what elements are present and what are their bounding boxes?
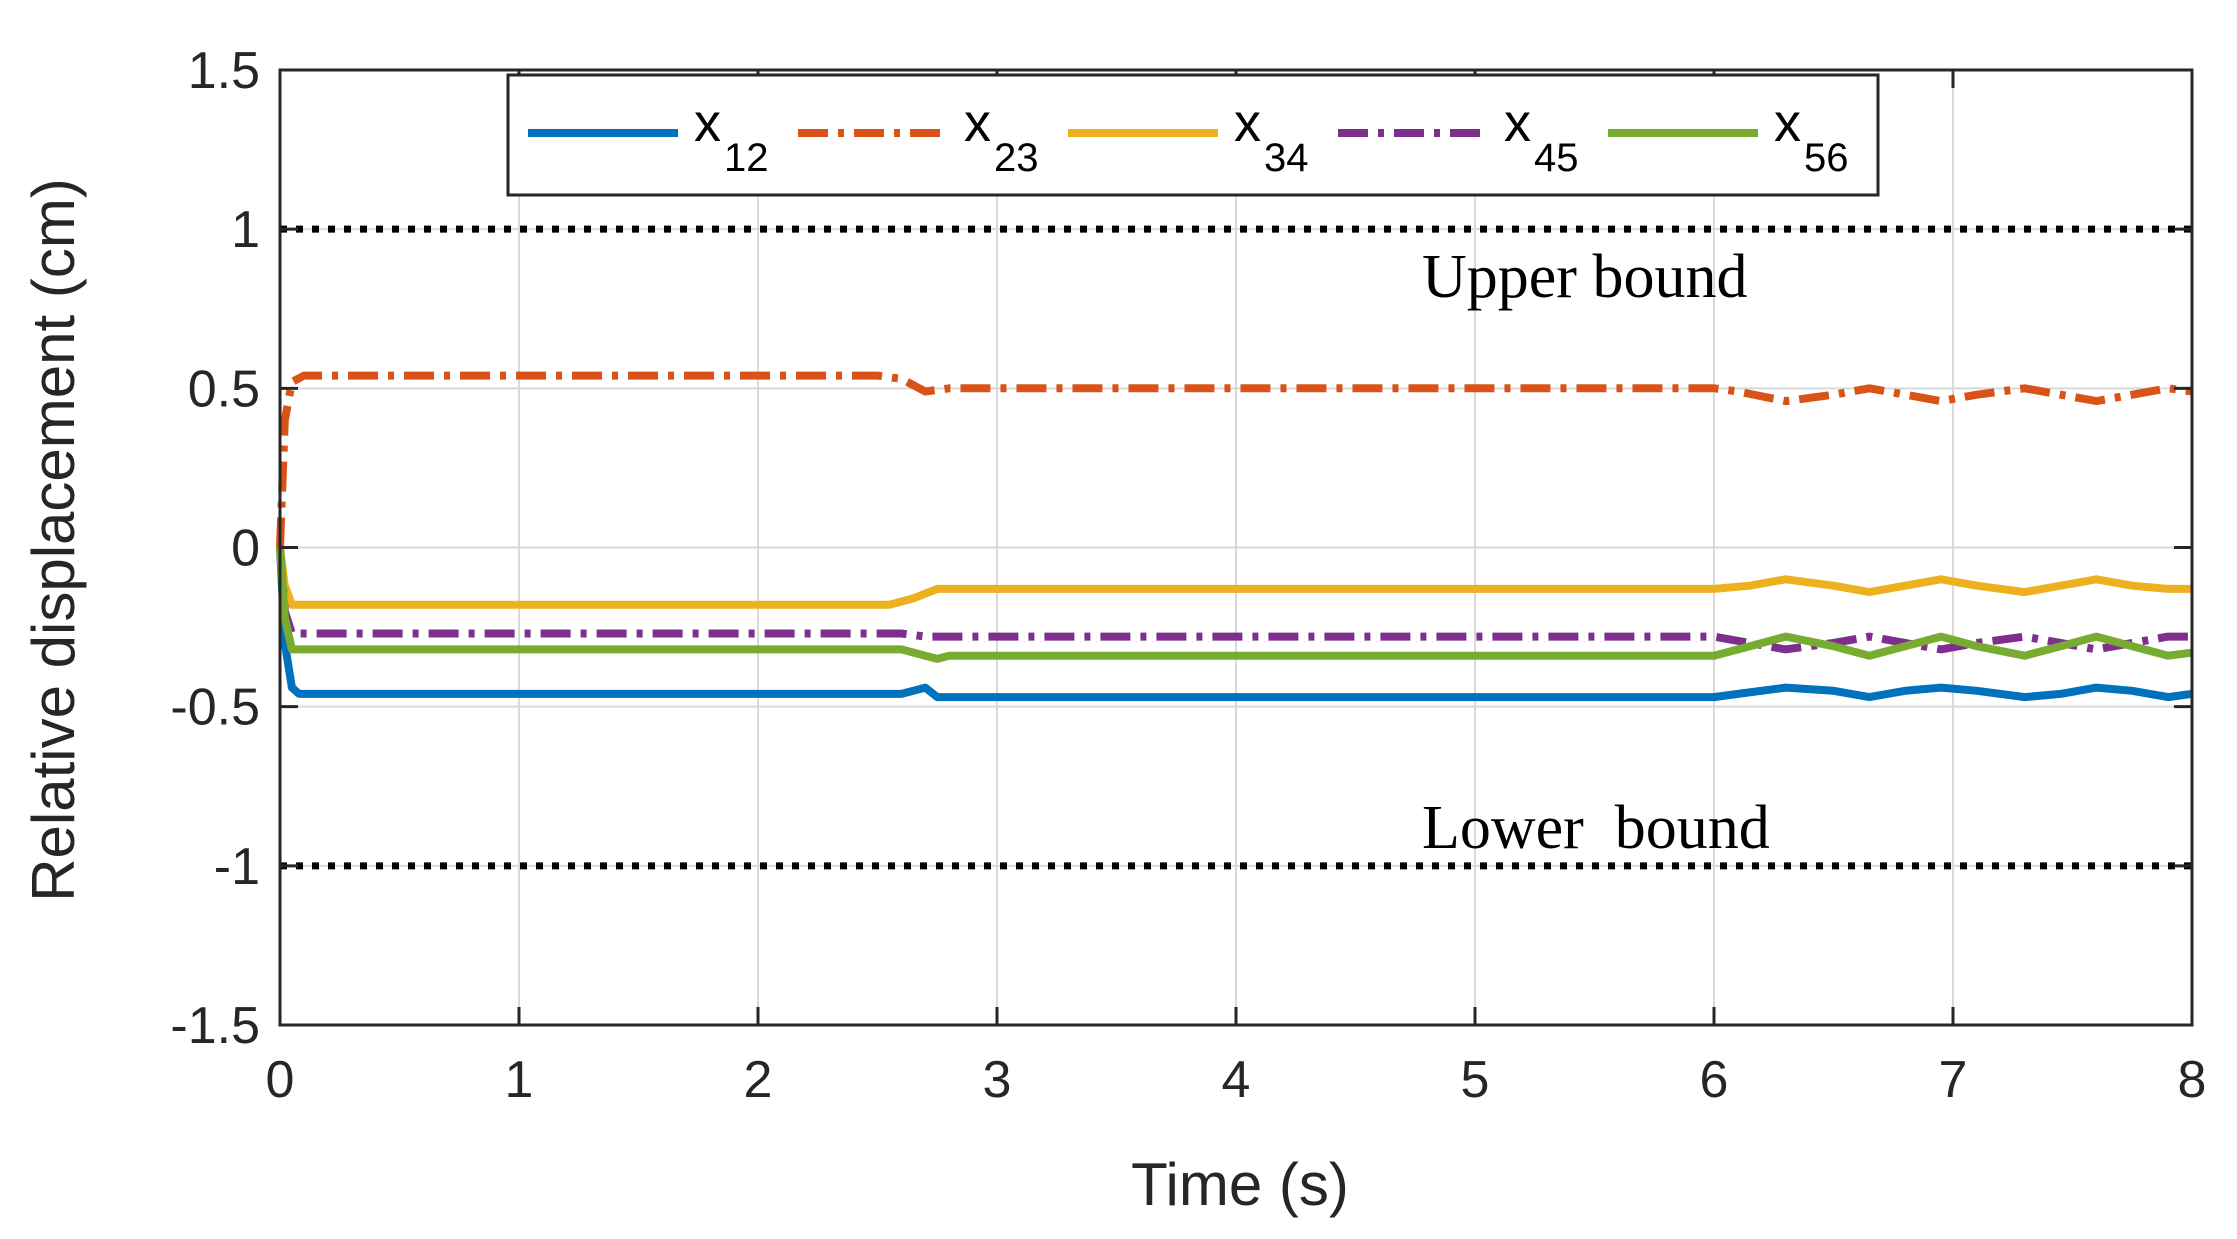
y-tick-label: 1 bbox=[231, 201, 260, 259]
legend-subscript-x12: 12 bbox=[724, 136, 769, 180]
series-lines bbox=[276, 371, 2193, 702]
legend-label-x23: x bbox=[964, 93, 991, 153]
legend-label-x56: x bbox=[1774, 93, 1801, 153]
y-tick-label: -0.5 bbox=[170, 679, 260, 737]
y-tick-label: -1.5 bbox=[170, 997, 260, 1055]
x-tick-label: 6 bbox=[1700, 1051, 1729, 1109]
x-tick-label: 5 bbox=[1461, 1051, 1490, 1109]
y-tick-label: 0 bbox=[231, 520, 260, 578]
ticks: 0 1 2 3 4 5 6 7 81.510.50-0.5-1-1.5 bbox=[170, 42, 2206, 1109]
x-tick-label: 1 bbox=[505, 1051, 534, 1109]
legend-label-x12: x bbox=[694, 93, 721, 153]
lower-bound-label: Lower bound bbox=[1422, 794, 1770, 862]
legend-label-x45: x bbox=[1504, 93, 1531, 153]
legend-subscript-x45: 45 bbox=[1534, 136, 1579, 180]
series-line-x34 bbox=[276, 547, 2192, 609]
y-tick-label: 0.5 bbox=[188, 360, 260, 418]
legend-subscript-x56: 56 bbox=[1804, 136, 1849, 180]
x-axis-label: Time (s) bbox=[1131, 1151, 1349, 1218]
x-tick-label: 8 bbox=[2178, 1051, 2207, 1109]
legend-subscript-x23: 23 bbox=[994, 136, 1039, 180]
y-tick-label: 1.5 bbox=[188, 42, 260, 100]
x-tick-label: 2 bbox=[744, 1051, 773, 1109]
x-tick-label: 3 bbox=[983, 1051, 1012, 1109]
x-tick-label: 0 bbox=[266, 1051, 295, 1109]
upper-bound-label: Upper bound bbox=[1422, 243, 1747, 311]
series-line-x56 bbox=[276, 547, 2193, 663]
grid bbox=[279, 69, 2193, 1026]
x-tick-label: 4 bbox=[1222, 1051, 1251, 1109]
x-tick-label: 7 bbox=[1939, 1051, 1968, 1109]
y-axis-label: Relative displacement (cm) bbox=[20, 178, 87, 902]
y-tick-label: -1 bbox=[214, 838, 260, 896]
legend-label-x34: x bbox=[1234, 93, 1261, 153]
bound-annotations: Upper bound Lower bound bbox=[1422, 243, 1770, 862]
series-line-x23 bbox=[276, 371, 2193, 548]
series-line-x12 bbox=[276, 547, 2193, 702]
legend-subscript-x34: 34 bbox=[1264, 136, 1309, 180]
